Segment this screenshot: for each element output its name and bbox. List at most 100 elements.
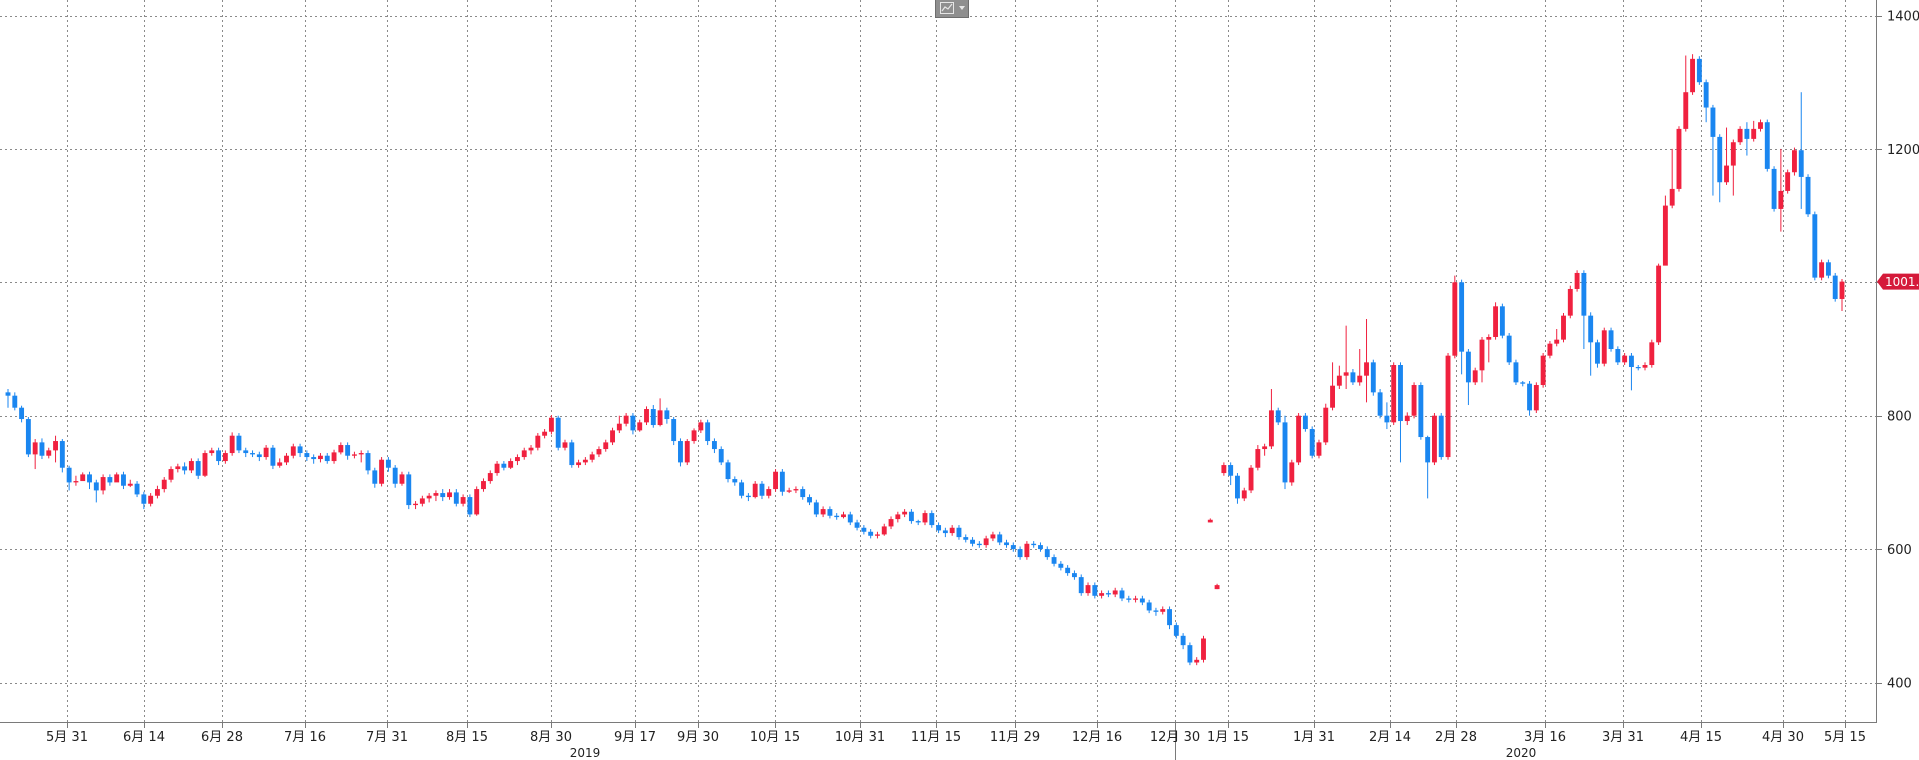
- candle: [800, 486, 806, 500]
- candle: [385, 457, 391, 472]
- x-tick-label: 4月 30: [1762, 730, 1804, 745]
- candle: [1493, 302, 1499, 340]
- candle-body: [576, 462, 582, 466]
- candle: [263, 445, 269, 460]
- year-labels: 2019 2020: [570, 746, 1537, 760]
- x-tick-label: 1月 15: [1207, 730, 1249, 745]
- candle-body: [25, 419, 31, 455]
- candle-body: [419, 498, 425, 504]
- candle-body: [1832, 275, 1838, 299]
- candle: [1635, 365, 1641, 371]
- candle-body: [820, 509, 826, 515]
- candle: [827, 506, 833, 519]
- candle-body: [324, 455, 330, 462]
- candle-body: [127, 483, 133, 486]
- candle-body: [698, 422, 704, 431]
- candle-body: [1384, 415, 1390, 423]
- candle: [1160, 606, 1166, 615]
- candle: [250, 450, 255, 458]
- candle: [834, 513, 840, 520]
- x-tick-label: 2月 14: [1369, 730, 1411, 745]
- candle-body: [548, 417, 554, 432]
- x-tick-label: 6月 14: [123, 730, 165, 745]
- candle-body: [1472, 370, 1478, 383]
- candle-body: [644, 409, 649, 423]
- candle-body: [304, 453, 310, 458]
- candle: [718, 446, 724, 466]
- candle: [1024, 541, 1030, 560]
- candle-body: [1581, 272, 1587, 316]
- candle: [1717, 134, 1723, 203]
- candle-body: [1004, 542, 1009, 546]
- candle-body: [1296, 415, 1302, 463]
- x-tick-label: 8月 15: [446, 730, 488, 745]
- x-tick-label: 5月 31: [46, 730, 88, 745]
- candle-body: [786, 490, 792, 492]
- candle-body: [372, 470, 378, 484]
- candle-body: [460, 497, 466, 504]
- candle: [657, 398, 663, 427]
- candle: [1798, 92, 1804, 209]
- candle-body: [1078, 577, 1084, 594]
- candle-body: [1805, 176, 1811, 215]
- candle-body: [1262, 446, 1268, 450]
- candle-body: [1547, 343, 1553, 356]
- candle-body: [1275, 410, 1281, 423]
- candle: [535, 433, 541, 451]
- candle-body: [875, 534, 880, 536]
- candle: [548, 415, 554, 435]
- candle-body: [1527, 383, 1532, 411]
- candle: [1710, 104, 1716, 196]
- candle-body: [1044, 549, 1050, 558]
- candle-body: [1404, 415, 1410, 422]
- candle: [53, 435, 58, 463]
- candle: [1459, 279, 1465, 375]
- candle-body: [847, 514, 853, 523]
- candle-body: [1391, 365, 1397, 423]
- candle-body: [1146, 602, 1152, 611]
- candle-body: [616, 423, 622, 431]
- candle-body: [1792, 150, 1797, 173]
- candle: [1228, 462, 1234, 486]
- candle: [358, 450, 364, 463]
- candle: [1425, 435, 1431, 499]
- candle-body: [209, 450, 215, 454]
- candle-body: [1839, 281, 1845, 299]
- candle-body: [175, 466, 181, 470]
- candle-body: [385, 459, 391, 468]
- candle-body: [1051, 557, 1057, 564]
- candle: [284, 453, 289, 466]
- candle-body: [1112, 590, 1118, 595]
- candle: [1540, 353, 1546, 388]
- candle: [1004, 539, 1009, 548]
- candle-body: [1201, 638, 1206, 660]
- candle: [100, 474, 106, 495]
- candle: [1642, 362, 1648, 371]
- candle: [1105, 590, 1111, 598]
- candle: [1730, 139, 1736, 196]
- candle-body: [1105, 593, 1111, 595]
- candle: [807, 494, 812, 506]
- chart-type-button[interactable]: [935, 0, 969, 18]
- candle-body: [1180, 635, 1186, 646]
- candle-body: [1302, 415, 1308, 430]
- candle: [711, 438, 717, 454]
- candle-body: [406, 474, 412, 506]
- candle: [121, 471, 126, 490]
- candle: [1431, 413, 1437, 466]
- candle: [229, 432, 235, 456]
- candle: [1656, 263, 1662, 345]
- candle: [12, 392, 18, 411]
- candle: [1404, 412, 1410, 426]
- candle: [929, 510, 935, 528]
- candle: [406, 471, 412, 510]
- candle-body: [1744, 128, 1750, 139]
- candle-body: [311, 457, 317, 460]
- candle-body: [93, 482, 99, 491]
- candle: [433, 490, 439, 502]
- candle: [1690, 54, 1696, 95]
- candle-body: [1017, 549, 1023, 558]
- candle-body: [1513, 362, 1519, 383]
- candle-body: [277, 462, 283, 466]
- candle: [786, 487, 792, 494]
